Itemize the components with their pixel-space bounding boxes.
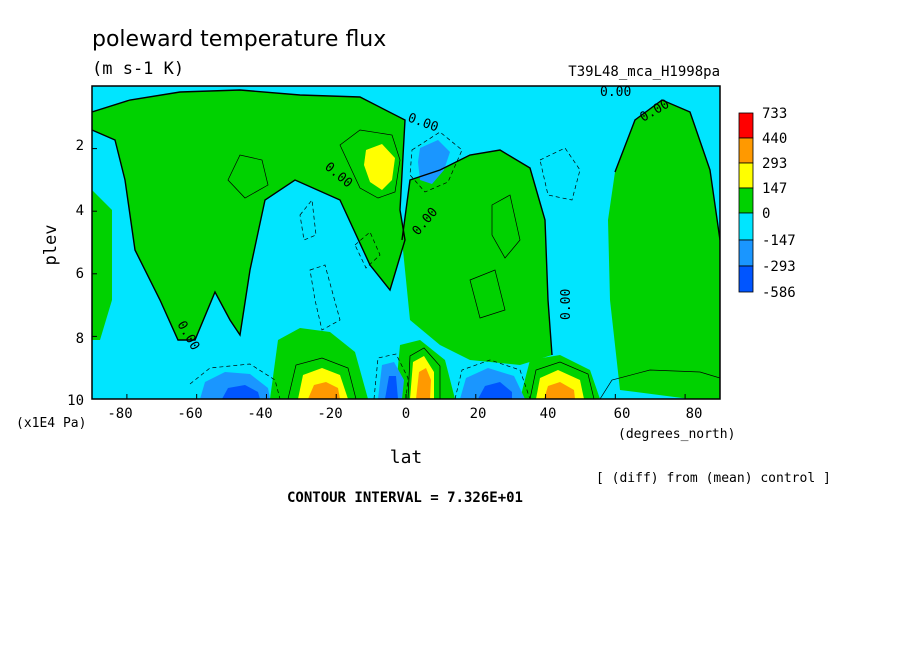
zero-contour-polar-north [614, 99, 720, 241]
legend-label: -586 [762, 285, 796, 301]
thin-contour-6 [529, 361, 595, 399]
y-tick-labels: 2 4 6 8 10 [67, 138, 84, 409]
thin-contour-2 [339, 129, 401, 199]
thin-contour-3 [491, 194, 521, 259]
contour-interval: CONTOUR INTERVAL = 7.326E+01 [287, 490, 523, 506]
experiment-label: T39L48_mca_H1998pa [568, 64, 720, 80]
dashed-contour-2 [354, 231, 381, 269]
positive-region-south-edge [92, 190, 112, 340]
dashed-contour-4 [539, 147, 581, 201]
y-tick-label: 10 [67, 393, 84, 409]
blue-core-north-midlat [478, 382, 512, 399]
contour-fill-layer [92, 86, 720, 399]
thin-contour-5 [287, 357, 357, 399]
positive-region-north-tropics [402, 150, 552, 365]
legend-label: 0 [762, 206, 770, 222]
x-tick-labels: -80 -60 -40 -20 0 20 40 60 80 [107, 406, 702, 422]
y-tick-label: 8 [76, 331, 84, 347]
thin-contour-4 [469, 269, 506, 319]
orange-max-south [308, 382, 340, 399]
blue-min-upper [418, 140, 450, 184]
orange-max-equator [416, 368, 431, 399]
dashed-contour-8 [373, 353, 409, 399]
legend-swatch [738, 162, 754, 189]
color-legend [738, 112, 754, 293]
x-tick-label: 20 [470, 406, 487, 422]
legend-swatch [738, 265, 754, 293]
x-tick-label: 0 [402, 406, 410, 422]
contour-line-layer [92, 89, 720, 399]
y-axis-label: plev [41, 225, 61, 266]
chart-title: poleward temperature flux [92, 27, 386, 52]
y-axis-units: (x1E4 Pa) [16, 416, 86, 431]
y-tick-marks [92, 148, 97, 400]
chart-units: (m s-1 K) [92, 59, 184, 79]
thin-contour-7 [407, 347, 441, 399]
thin-contour-1 [227, 154, 269, 199]
x-tick-label: 80 [686, 406, 703, 422]
legend-label: 293 [762, 156, 787, 172]
dashed-contour-7 [454, 359, 531, 399]
diff-note: [ (diff) from (mean) control ] [596, 471, 831, 486]
contour-label: 0.00 [559, 289, 574, 320]
positive-region-lower [270, 328, 368, 399]
x-tick-label: -60 [177, 406, 202, 422]
dashed-contour-6 [189, 363, 281, 399]
y-tick-label: 2 [76, 138, 84, 154]
legend-swatch [738, 212, 754, 241]
zero-contour-north [401, 149, 553, 356]
contour-label: 0.00 [600, 85, 631, 100]
x-axis-label: lat [390, 447, 423, 468]
x-tick-label: 60 [614, 406, 631, 422]
legend-label: -293 [762, 259, 796, 275]
y-tick-label: 4 [76, 203, 84, 219]
legend-swatch [738, 137, 754, 164]
legend-label: 733 [762, 106, 787, 122]
legend-swatch [738, 112, 754, 139]
legend-label: -147 [762, 233, 796, 249]
dashed-contour-5 [309, 264, 341, 331]
legend-label: 440 [762, 131, 787, 147]
x-tick-label: -40 [247, 406, 272, 422]
x-tick-label: -80 [107, 406, 132, 422]
orange-max-north [544, 382, 575, 399]
x-axis-units: (degrees_north) [618, 427, 735, 442]
legend-swatch [738, 187, 754, 214]
x-tick-label: -20 [317, 406, 342, 422]
blue-core-equator [385, 376, 398, 399]
x-tick-label: 40 [540, 406, 557, 422]
x-tick-marks [126, 394, 686, 399]
y-tick-label: 6 [76, 266, 84, 282]
legend-label: 147 [762, 181, 787, 197]
legend-labels: 733 440 293 147 0 -147 -293 -586 [762, 106, 796, 301]
positive-region-south-polar [92, 90, 405, 340]
yellow-max-upper [364, 144, 395, 190]
positive-region-north-polar [608, 100, 720, 399]
thin-contour-8 [599, 369, 720, 399]
legend-swatch [738, 239, 754, 267]
blue-core-south-midlat [222, 385, 260, 399]
zero-contour-south [92, 89, 406, 341]
